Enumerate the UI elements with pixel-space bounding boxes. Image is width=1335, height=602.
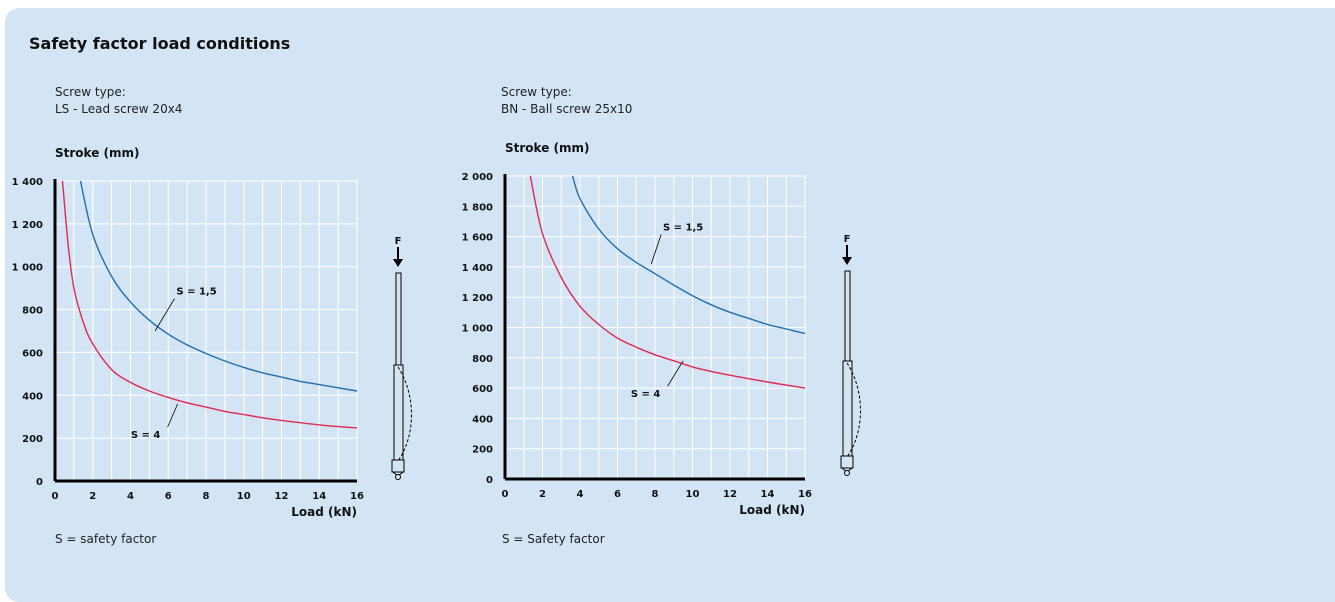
actuator-tube-2 (842, 360, 853, 457)
y-tick-label: 600 (472, 384, 493, 395)
curve-label-leader (167, 403, 179, 428)
x-tick-label: 8 (203, 491, 210, 502)
y-tick-label: 800 (472, 354, 493, 365)
x-tick-label: 0 (502, 489, 509, 500)
y-tick-label: 1 000 (462, 324, 493, 335)
actuator-buckling-figure-2: F (840, 234, 861, 476)
screw-type-block-1: Screw type: LS - Lead screw 20x4 (55, 84, 182, 118)
y-tick-label: 0 (486, 475, 493, 486)
x-tick-label: 6 (165, 491, 172, 502)
y-tick-label: 400 (22, 391, 43, 402)
y-tick-label: 1 000 (12, 263, 43, 274)
x-tick-label: 10 (686, 489, 700, 500)
series-line-s15 (571, 175, 806, 335)
y-tick-label: 200 (22, 434, 43, 445)
actuator-mount-2 (844, 470, 850, 476)
y-tick-label: 600 (22, 348, 43, 359)
curve-label-leader (650, 234, 662, 264)
content-panel (5, 8, 1335, 602)
footnote-1: S = safety factor (55, 532, 157, 546)
force-arrow-head-2 (842, 257, 852, 265)
x-tick-label: 2 (539, 489, 546, 500)
screw-type-value-1: LS - Lead screw 20x4 (55, 102, 183, 116)
x-tick-label: 0 (52, 491, 59, 502)
curve-label: S = 4 (631, 389, 661, 400)
screw-type-label-2: Screw type: (501, 85, 572, 99)
actuator-buckling-figure-1: F (391, 236, 412, 480)
x-tick-label: 10 (237, 491, 251, 502)
actuator-mount-1 (395, 474, 401, 480)
series-line-s4 (529, 175, 806, 389)
curve-label-leader (667, 360, 684, 387)
x-tick-label: 8 (652, 489, 659, 500)
actuator-end-2 (840, 455, 854, 469)
y-tick-label: 1 800 (462, 202, 493, 213)
curve-label: S = 1,5 (176, 287, 216, 298)
y-tick-label: 200 (472, 445, 493, 456)
y-tick-label: 1 600 (462, 233, 493, 244)
series-line-s15 (79, 180, 358, 392)
footnote-2: S = Safety factor (502, 532, 605, 546)
actuator-tube-1 (393, 364, 404, 461)
force-label-2: F (844, 234, 851, 245)
x-tick-label: 2 (89, 491, 96, 502)
x-axis-label: Load (kN) (291, 505, 357, 519)
x-tick-label: 6 (614, 489, 621, 500)
x-tick-label: 14 (312, 491, 326, 502)
y-axis-label: Stroke (mm) (505, 141, 590, 155)
curve-label-leader (154, 298, 175, 332)
screw-type-value-2: BN - Ball screw 25x10 (501, 102, 633, 116)
y-tick-label: 400 (472, 414, 493, 425)
y-tick-label: 2 000 (462, 172, 493, 183)
stroke-load-chart-2: 0 200 400 600 800 1 000 1 200 1 400 1 600 1 800 2 … (462, 141, 812, 517)
curve-label: S = 4 (131, 430, 161, 441)
y-tick-label: 1 200 (12, 220, 43, 231)
x-tick-label: 4 (577, 489, 584, 500)
force-label-1: F (395, 236, 402, 247)
y-tick-label: 1 400 (462, 263, 493, 274)
x-tick-label: 14 (761, 489, 775, 500)
screw-type-label-1: Screw type: (55, 85, 126, 99)
y-tick-label: 1 400 (12, 177, 43, 188)
stroke-load-chart-1: 0 200 400 600 800 1 000 1 200 1 400 0 2 4 6 8 10 12 14 1… (12, 146, 364, 519)
x-tick-label: 12 (275, 491, 289, 502)
y-axis-label: Stroke (mm) (55, 146, 140, 160)
x-axis-label: Load (kN) (739, 503, 805, 517)
series-line-s4 (61, 180, 358, 429)
x-tick-label: 4 (127, 491, 134, 502)
y-tick-label: 0 (36, 477, 43, 488)
curve-label: S = 1,5 (663, 223, 703, 234)
x-tick-label: 16 (350, 491, 364, 502)
buckling-curve-1 (397, 366, 412, 462)
y-tick-label: 800 (22, 306, 43, 317)
x-tick-label: 12 (723, 489, 737, 500)
x-tick-label: 16 (798, 489, 812, 500)
actuator-rod-1 (395, 272, 402, 366)
y-tick-label: 1 200 (462, 293, 493, 304)
actuator-rod-2 (844, 270, 851, 362)
force-arrow-head-1 (393, 259, 403, 267)
buckling-curve-2 (846, 362, 861, 458)
page-title: Safety factor load conditions (29, 34, 291, 53)
screw-type-block-2: Screw type: BN - Ball screw 25x10 (501, 84, 632, 118)
actuator-end-1 (391, 459, 405, 473)
